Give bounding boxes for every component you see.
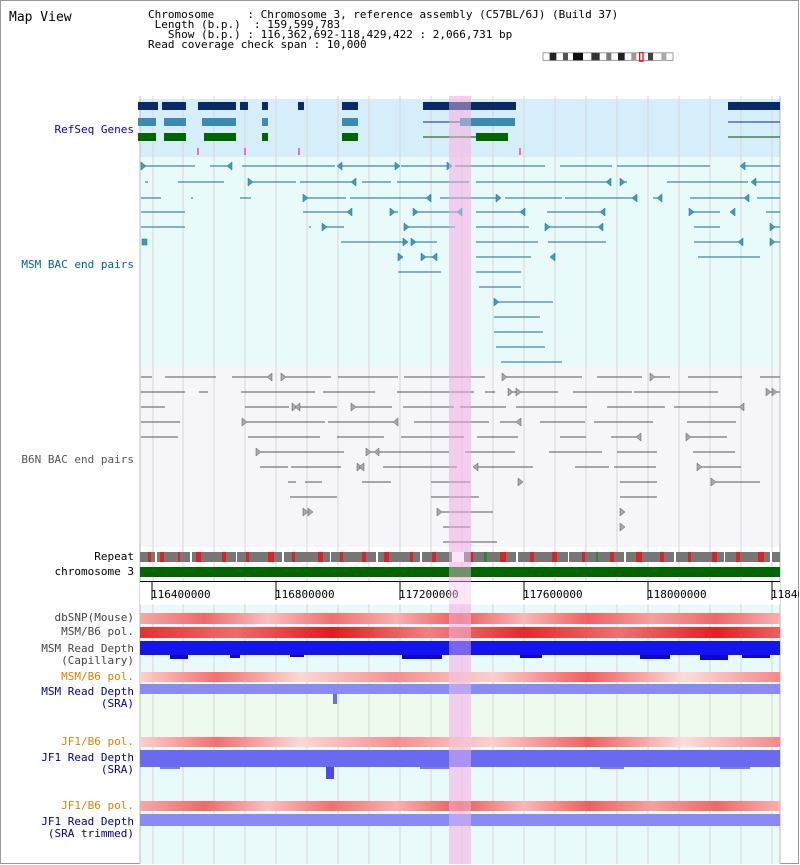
track-label-msm-depth-capillary[interactable]: MSM Read Depth (Capillary) bbox=[0, 643, 134, 667]
chromosome-bar bbox=[140, 567, 780, 577]
track-label-refseq[interactable]: RefSeq Genes bbox=[54, 123, 134, 136]
show-label: Show (b.p.) bbox=[167, 28, 241, 41]
info-panel: Chromosome : Chromosome 3, reference ass… bbox=[148, 8, 619, 51]
track-label-jf1-b6-pol-trimmed[interactable]: JF1/B6 pol. bbox=[61, 799, 134, 812]
coordinate-ruler bbox=[140, 581, 780, 604]
ruler-tick-label: 116800000 bbox=[275, 588, 335, 601]
track-label-jf1-b6-pol[interactable]: JF1/B6 pol. bbox=[61, 735, 134, 748]
track-label-chromosome: chromosome 3 bbox=[54, 565, 134, 578]
chromosome-ideogram[interactable] bbox=[528, 52, 688, 62]
track-label-msm-bac[interactable]: MSM BAC end pairs bbox=[21, 258, 134, 271]
track-label-line: (SRA) bbox=[100, 763, 134, 776]
track-label-b6n-bac[interactable]: B6N BAC end pairs bbox=[21, 453, 134, 466]
ruler-tick-label: 117200000 bbox=[399, 588, 459, 601]
page-title: Map View bbox=[9, 10, 72, 25]
track-label-line: (SRA) bbox=[100, 697, 134, 710]
show-value: 116,362,692-118,429,422 : 2,066,731 bp bbox=[260, 28, 513, 41]
track-label-dbsnp[interactable]: dbSNP(Mouse) bbox=[54, 611, 134, 624]
chromosome-label: Chromosome bbox=[148, 8, 215, 21]
track-label-line: JF1 Read Depth bbox=[41, 751, 134, 764]
track-label-msm-depth-sra[interactable]: MSM Read Depth (SRA) bbox=[0, 686, 134, 710]
track-label-msm-b6-pol[interactable]: MSM/B6 pol. bbox=[61, 625, 134, 638]
ruler-tick-label: 116400000 bbox=[151, 588, 211, 601]
track-label-jf1-depth-trimmed[interactable]: JF1 Read Depth (SRA trimmed) bbox=[0, 816, 134, 840]
ruler-tick-label: 118000000 bbox=[647, 588, 707, 601]
coverage-value: 10,000 bbox=[326, 38, 367, 51]
track-label-line: (SRA trimmed) bbox=[47, 827, 134, 840]
ruler-tick-label: 11840 bbox=[771, 588, 799, 601]
chromosome-value: Chromosome 3, reference assembly (C57BL/… bbox=[260, 8, 619, 21]
track-label-jf1-depth-sra[interactable]: JF1 Read Depth (SRA) bbox=[0, 752, 134, 776]
track-label-line: MSM Read Depth bbox=[41, 642, 134, 655]
track-label-line: JF1 Read Depth bbox=[41, 815, 134, 828]
length-value: 159,599,783 bbox=[267, 18, 341, 31]
length-label: Length (b.p.) bbox=[154, 18, 241, 31]
coverage-label: Read coverage check span bbox=[148, 38, 307, 51]
ruler-tick-label: 117600000 bbox=[523, 588, 583, 601]
track-label-msm-b6-pol-sra[interactable]: MSM/B6 pol. bbox=[61, 670, 134, 683]
track-label-repeat[interactable]: Repeat bbox=[94, 550, 134, 563]
track-label-line: MSM Read Depth bbox=[41, 685, 134, 698]
track-label-line: (Capillary) bbox=[61, 654, 134, 667]
